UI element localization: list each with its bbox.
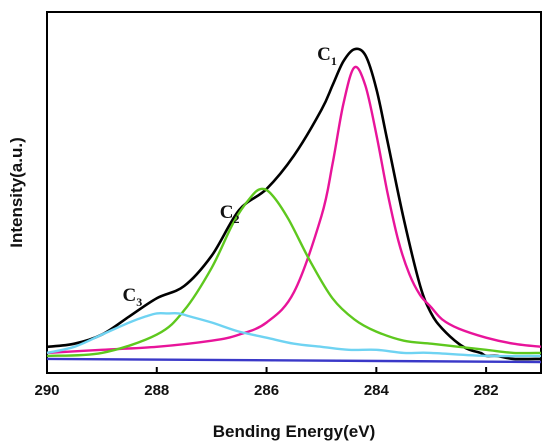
series-line-1 bbox=[46, 65, 542, 355]
plot-frame bbox=[46, 11, 542, 374]
peak-label-subscript: 1 bbox=[331, 54, 337, 68]
series-line-4 bbox=[46, 357, 542, 364]
peak-label-c2: C2 bbox=[220, 202, 240, 226]
x-tick-label: 290 bbox=[34, 382, 59, 399]
peak-label-c1: C1 bbox=[317, 44, 337, 68]
peak-label-main: C bbox=[317, 44, 331, 65]
peak-label-c3: C3 bbox=[123, 285, 143, 309]
series-line-2 bbox=[46, 187, 542, 358]
y-axis-label: Intensity(a.u.) bbox=[7, 137, 26, 248]
x-ticks: 290 288 286 284 282 bbox=[34, 367, 499, 399]
peak-label-main: C bbox=[123, 285, 137, 306]
peak-label-subscript: 3 bbox=[136, 295, 142, 309]
series-line-3 bbox=[46, 311, 542, 358]
peak-label-main: C bbox=[220, 202, 234, 223]
peak-label-subscript: 2 bbox=[234, 212, 240, 226]
x-tick-label: 286 bbox=[254, 382, 279, 399]
x-tick-label: 284 bbox=[364, 382, 390, 399]
x-tick-label: 288 bbox=[144, 382, 169, 399]
x-tick-label: 282 bbox=[474, 382, 499, 399]
x-axis-label: Bending Energy(eV) bbox=[213, 422, 375, 441]
series-layer bbox=[46, 47, 542, 364]
series-line-0 bbox=[46, 47, 542, 361]
